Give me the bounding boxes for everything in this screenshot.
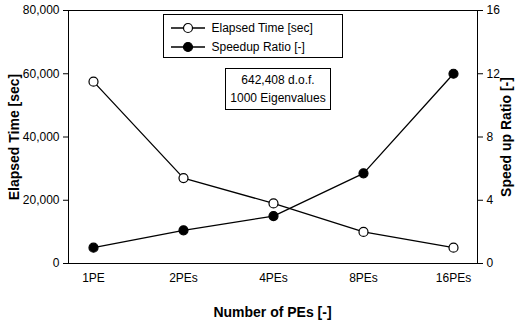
svg-text:20,000: 20,000 — [23, 193, 60, 207]
html-text:Number of PEs [-]: Number of PEs [-] — [213, 304, 332, 320]
svg-text:4PEs: 4PEs — [259, 271, 288, 285]
html-text:642,408 d.o.f.: 642,408 d.o.f. — [241, 73, 315, 87]
svg-text:16PEs: 16PEs — [436, 271, 471, 285]
svg-text:4: 4 — [487, 193, 494, 207]
svg-text:2PEs: 2PEs — [169, 271, 198, 285]
svg-text:40,000: 40,000 — [23, 130, 60, 144]
html-text:Speedup Ratio [-]: Speedup Ratio [-] — [211, 39, 305, 54]
svg-text:0: 0 — [487, 256, 494, 270]
svg-text:0: 0 — [53, 256, 60, 270]
svg-text:1PE: 1PE — [82, 271, 105, 285]
html-text:Speed up Ratio [-]: Speed up Ratio [-] — [498, 76, 514, 197]
svg-text:8PEs: 8PEs — [349, 271, 378, 285]
html-text:Elapsed Time [sec]: Elapsed Time [sec] — [6, 73, 22, 200]
html-text:1000 Eigenvalues: 1000 Eigenvalues — [230, 91, 326, 105]
svg-text:8: 8 — [487, 130, 494, 144]
svg-text:80,000: 80,000 — [23, 3, 60, 17]
svg-text:12: 12 — [486, 66, 500, 81]
html-text:Elapsed Time [sec]: Elapsed Time [sec] — [211, 20, 313, 35]
svg-text:60,000: 60,000 — [23, 67, 60, 81]
svg-text:16: 16 — [487, 3, 501, 17]
